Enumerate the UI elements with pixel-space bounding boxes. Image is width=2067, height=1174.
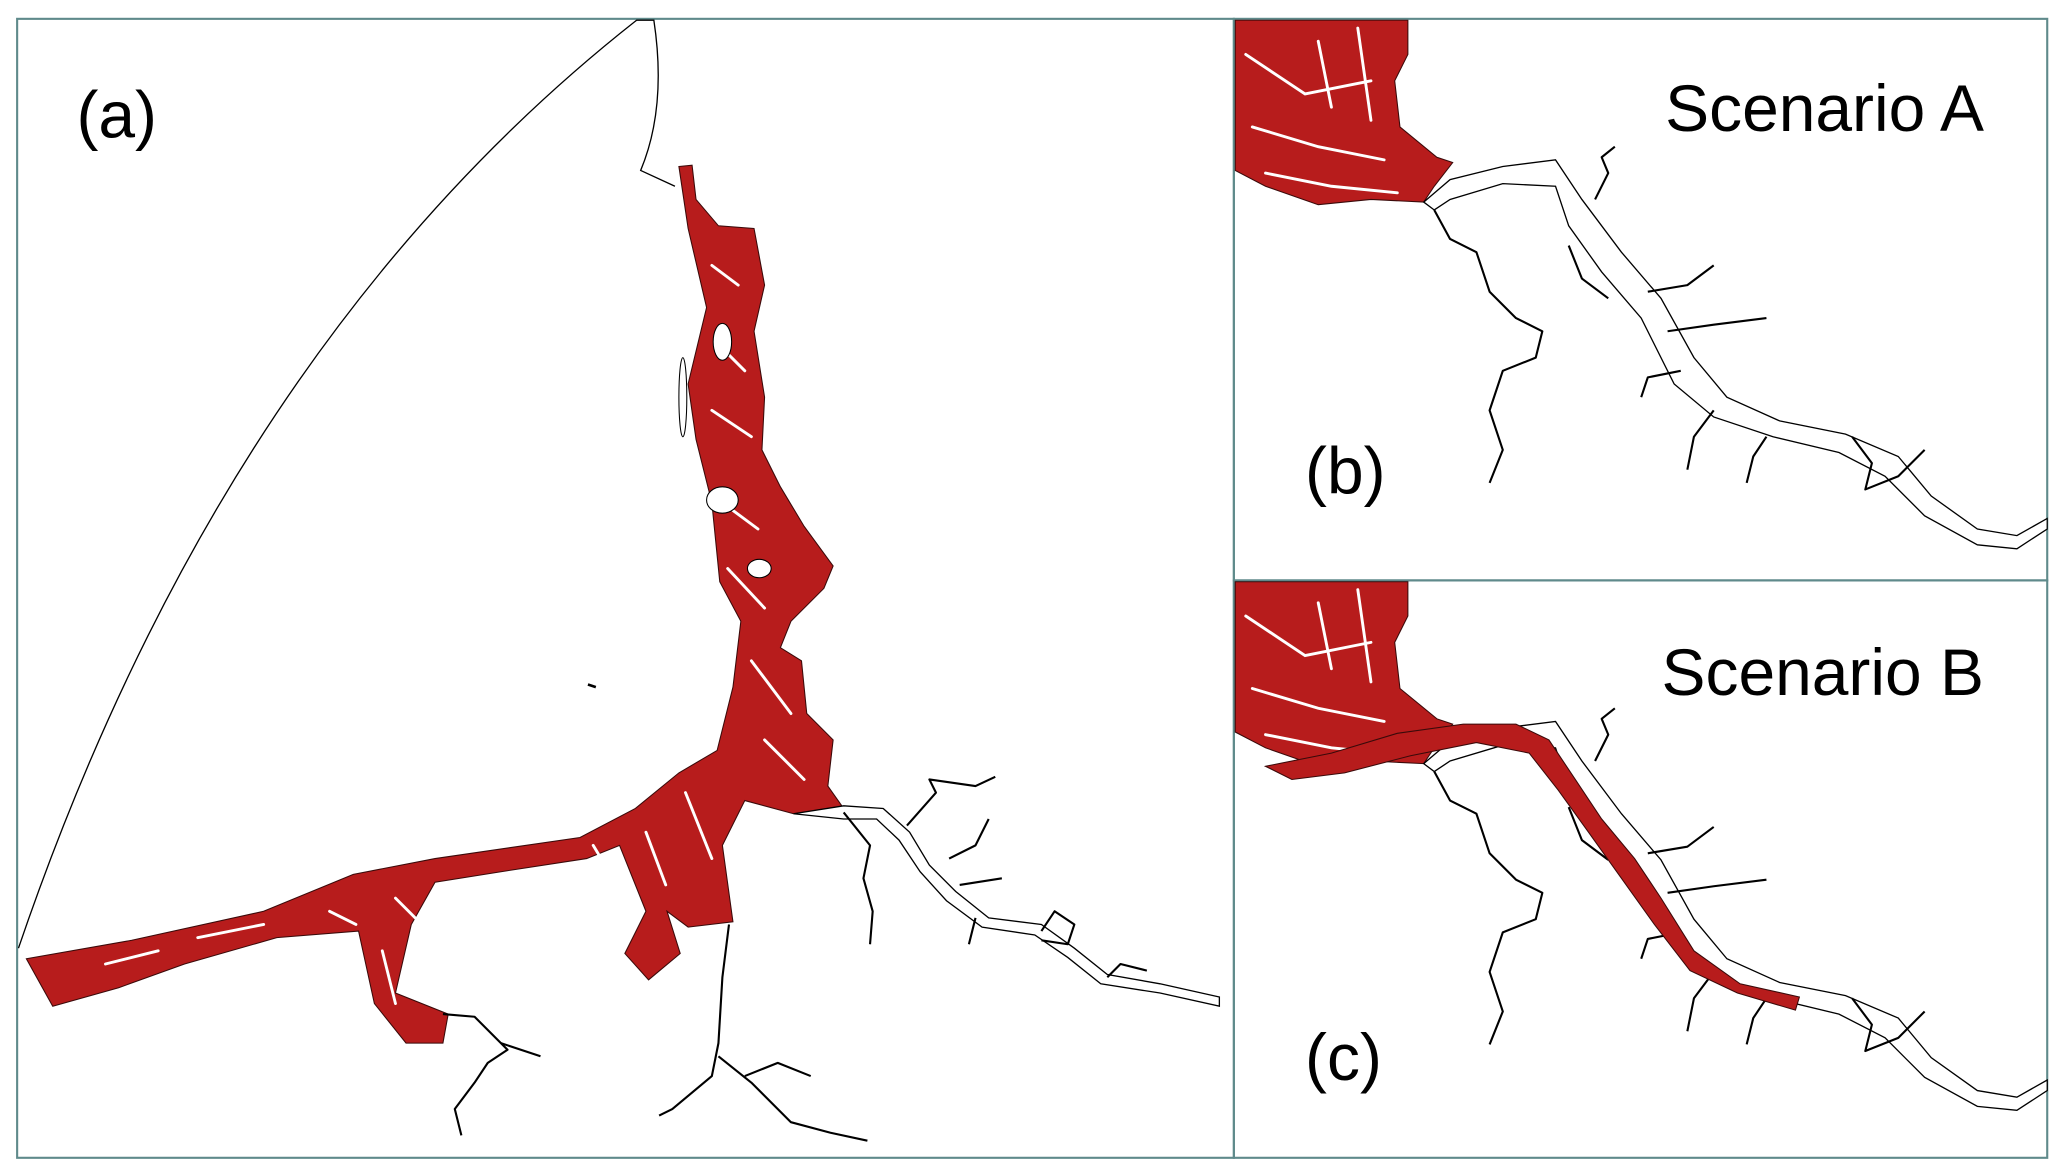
panel-b-label: (b) — [1305, 433, 1386, 507]
panel-a-map — [17, 19, 1221, 1142]
panel-b-title: Scenario A — [1665, 71, 1984, 145]
intertidal-area — [25, 164, 845, 1044]
panel-c-map — [1233, 580, 2049, 1112]
model-domain-boundary — [17, 19, 676, 949]
panel-c-border — [1232, 579, 2049, 1159]
scenario-b-intertidal-channel — [1263, 723, 1801, 1011]
panel-c-title: Scenario B — [1662, 635, 1984, 709]
panel-a-label: (a) — [76, 77, 157, 151]
panel-c-label: (c) — [1305, 1020, 1382, 1094]
panel-a-border — [16, 17, 1235, 1159]
